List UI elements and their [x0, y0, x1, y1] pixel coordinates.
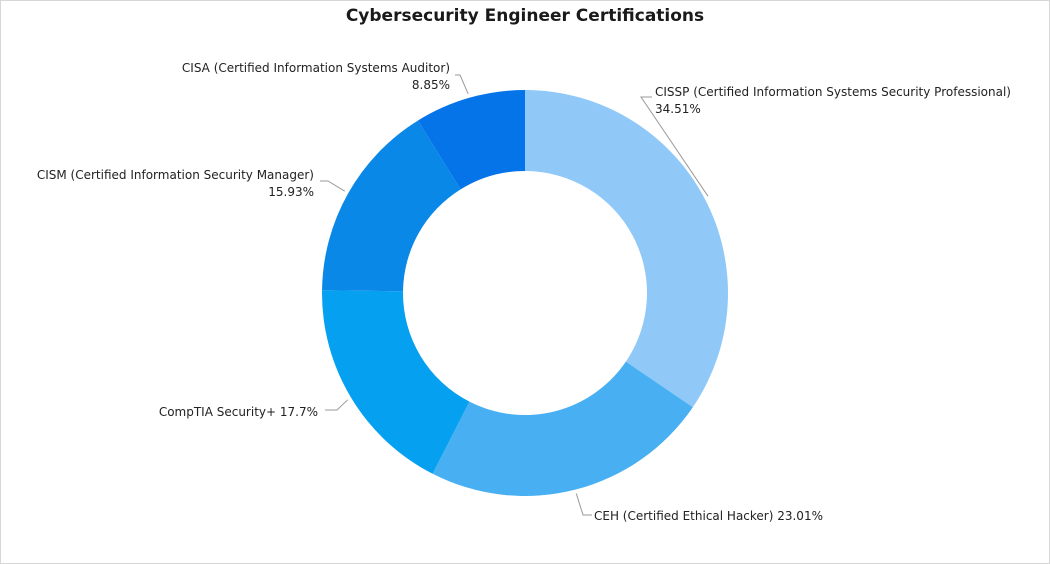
label-name-cissp: CISSP (Certified Information Systems Sec… [655, 85, 1011, 99]
slice-labels: CISSP (Certified Information Systems Sec… [37, 61, 1011, 523]
leader-lines [320, 74, 709, 516]
label-value-cissp: 34.51% [655, 102, 701, 116]
label-value-cisa: 8.85% [412, 78, 450, 92]
slice-comptia-security[interactable] [321, 290, 470, 474]
label-comptia-security: CompTIA Security+ 17.7% [159, 405, 318, 419]
leader-line-cissp [640, 96, 709, 197]
leader-line-ceh [575, 493, 592, 516]
label-value-cism: 15.93% [268, 185, 314, 199]
slice-cissp[interactable] [525, 90, 728, 408]
label-name-cisa: CISA (Certified Information Systems Audi… [182, 61, 450, 75]
label-ceh: CEH (Certified Ethical Hacker) 23.01% [594, 509, 823, 523]
label-name-cism: CISM (Certified Information Security Man… [37, 168, 314, 182]
slice-cism[interactable] [322, 120, 461, 292]
slice-cisa[interactable] [417, 90, 525, 190]
chart-title: Cybersecurity Engineer Certifications [345, 6, 705, 26]
leader-line-cisa [455, 74, 469, 95]
slice-ceh[interactable] [432, 361, 693, 497]
donut-slices [321, 90, 728, 497]
leader-line-comptia-security [325, 399, 349, 411]
leader-line-cism [320, 180, 346, 192]
